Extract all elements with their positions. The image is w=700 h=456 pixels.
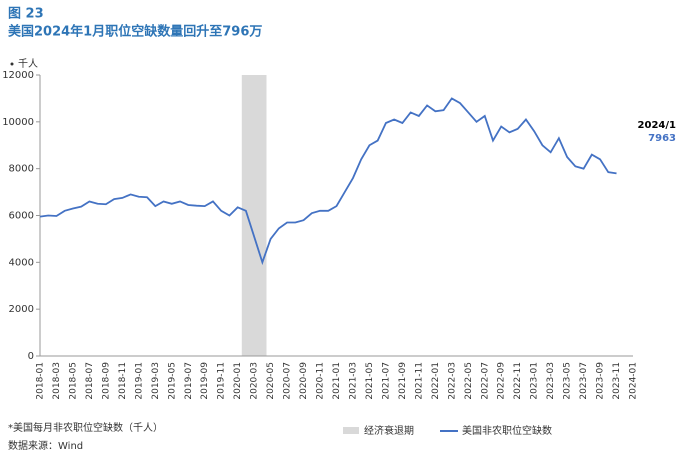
x-tick-label: 2022-11 — [513, 362, 523, 400]
annotation-value: 7963 — [648, 133, 676, 144]
y-unit: 千人 — [18, 58, 38, 70]
x-tick-label: 2018-09 — [101, 362, 111, 400]
y-tick-label: 0 — [28, 351, 34, 362]
x-tick-label: 2023-01 — [530, 362, 540, 400]
x-tick-label: 2020-11 — [316, 362, 326, 400]
y-tick-label: 12000 — [2, 70, 34, 81]
x-tick-label: 2019-07 — [184, 362, 194, 400]
annotation-label: 2024/1 — [638, 120, 676, 131]
chart-subtitle: 美国2024年1月职位空缺数量回升至796万 — [8, 24, 262, 40]
x-tick-label: 2019-05 — [167, 362, 177, 400]
x-tick-label: 2022-09 — [497, 362, 507, 400]
x-tick-label: 2023-07 — [579, 362, 589, 400]
x-tick-label: 2021-09 — [398, 362, 408, 400]
x-tick-label: 2018-07 — [85, 362, 95, 400]
x-tick-label: 2019-09 — [200, 362, 210, 400]
unit-marker — [10, 62, 14, 66]
recession-band — [241, 75, 267, 356]
x-tick-label: 2021-05 — [365, 362, 375, 400]
x-tick-label: 2018-03 — [52, 362, 62, 400]
x-tick-label: 2020-01 — [233, 362, 243, 400]
x-tick-label: 2020-07 — [283, 362, 293, 400]
x-tick-label: 2018-01 — [36, 362, 46, 400]
x-tick-label: 2023-03 — [546, 362, 556, 400]
footnote: *美国每月非农职位空缺数（千人） — [8, 421, 163, 434]
x-tick-label: 2023-11 — [612, 362, 622, 400]
source: 数据来源：Wind — [8, 439, 83, 452]
legend-swatch — [343, 427, 359, 434]
x-tick-label: 2019-11 — [217, 362, 227, 400]
legend-label: 经济衰退期 — [364, 424, 414, 437]
x-tick-label: 2019-03 — [151, 362, 161, 400]
x-tick-label: 2023-05 — [563, 362, 573, 400]
x-tick-label: 2018-05 — [68, 362, 78, 400]
x-tick-label: 2020-03 — [250, 362, 260, 400]
legend-label: 美国非农职位空缺数 — [462, 424, 552, 437]
x-tick-label: 2021-07 — [381, 362, 391, 400]
x-tick-label: 2020-05 — [266, 362, 276, 400]
x-tick-label: 2022-05 — [464, 362, 474, 400]
y-tick-label: 4000 — [9, 257, 34, 268]
x-tick-label: 2018-11 — [118, 362, 128, 400]
x-tick-label: 2022-03 — [447, 362, 457, 400]
y-tick-label: 10000 — [2, 117, 34, 128]
x-tick-label: 2021-01 — [332, 362, 342, 400]
x-tick-label: 2022-07 — [480, 362, 490, 400]
y-tick-label: 6000 — [9, 211, 34, 222]
x-tick-label: 2024-01 — [629, 362, 639, 400]
y-tick-label: 8000 — [9, 164, 34, 175]
x-tick-label: 2021-03 — [348, 362, 358, 400]
x-tick-label: 2022-01 — [431, 362, 441, 400]
series-line — [39, 97, 617, 266]
x-tick-label: 2021-11 — [414, 362, 424, 400]
x-tick-label: 2023-09 — [596, 362, 606, 400]
x-tick-label: 2020-09 — [299, 362, 309, 400]
x-tick-label: 2019-01 — [134, 362, 144, 400]
chart-title: 图 23 — [8, 7, 44, 22]
y-tick-label: 2000 — [9, 304, 34, 315]
